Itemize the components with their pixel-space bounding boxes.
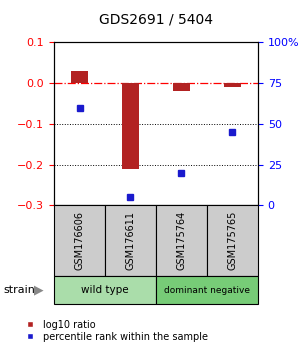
Bar: [172, 83, 190, 91]
Text: GSM176611: GSM176611: [125, 211, 136, 270]
Text: ▶: ▶: [34, 284, 44, 297]
Text: wild type: wild type: [81, 285, 129, 295]
Text: dominant negative: dominant negative: [164, 286, 250, 295]
Text: GSM176606: GSM176606: [74, 211, 85, 270]
Text: GSM175764: GSM175764: [176, 211, 187, 270]
Bar: [54, 276, 156, 304]
Text: GSM175765: GSM175765: [227, 211, 238, 270]
Text: strain: strain: [3, 285, 35, 295]
Bar: [224, 83, 242, 87]
Bar: [70, 71, 88, 83]
Bar: [105, 205, 156, 276]
Legend: log10 ratio, percentile rank within the sample: log10 ratio, percentile rank within the …: [17, 316, 212, 346]
Bar: [122, 83, 140, 169]
Bar: [207, 205, 258, 276]
Bar: [156, 276, 258, 304]
Bar: [54, 205, 105, 276]
Bar: [156, 205, 207, 276]
Text: GDS2691 / 5404: GDS2691 / 5404: [99, 12, 213, 27]
